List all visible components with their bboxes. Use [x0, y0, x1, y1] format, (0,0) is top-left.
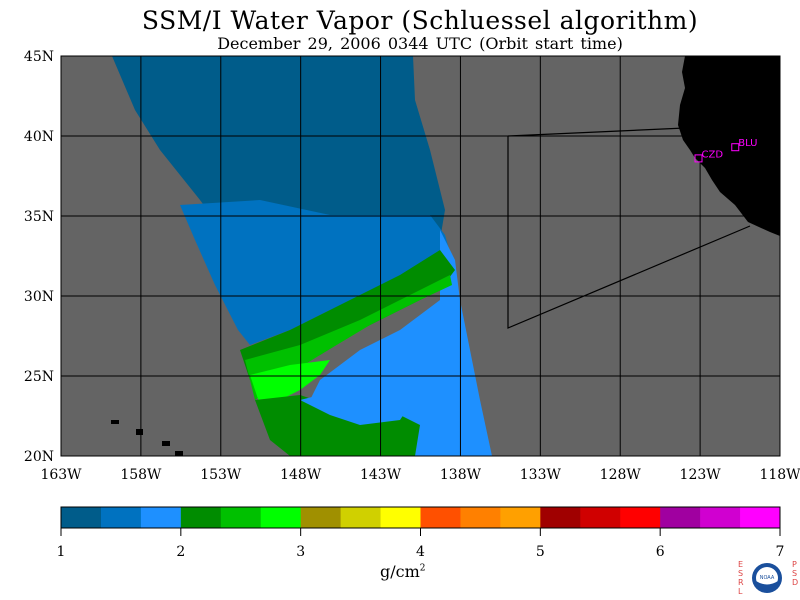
- station-marker: [694, 154, 703, 163]
- colorbar-box: [340, 507, 382, 528]
- lon-label: 118W: [759, 467, 800, 483]
- lon-label: 128W: [600, 467, 642, 483]
- colorbar-units: g/cm2: [380, 562, 426, 581]
- colorbar-box: [580, 507, 621, 528]
- lon-label: 153W: [200, 467, 242, 483]
- colorbar-box: [740, 507, 781, 528]
- swath-green-south: [255, 395, 420, 456]
- colorbar-tick-label: 1: [57, 544, 66, 560]
- lon-label: 158W: [120, 467, 162, 483]
- colorbar-tick-label: 5: [536, 544, 545, 560]
- hawaii-islands: [111, 420, 183, 456]
- domain-outline: [507, 136, 751, 329]
- station-label: CZD: [702, 149, 724, 160]
- domain-outline-top: [507, 127, 686, 137]
- colorbar-ticks: 1 2 3 4 5 6 7: [57, 528, 785, 560]
- lat-lon-grid: [61, 56, 780, 456]
- lat-label: 35N: [24, 209, 54, 225]
- longitude-labels: 163W 158W 153W 148W 143W 138W 133W 128W 123W 118W: [40, 467, 800, 483]
- map-subtitle: December 29, 2006 0344 UTC (Orbit start …: [217, 34, 623, 53]
- colorbar-tick-label: 3: [296, 544, 305, 560]
- colorbar-tick-label: 2: [176, 544, 185, 560]
- lon-label: 143W: [360, 467, 402, 483]
- colorbar-box: [100, 507, 142, 528]
- colorbar-box: [660, 507, 701, 528]
- swath-lime-patch: [250, 360, 330, 405]
- north-america-land: [678, 56, 780, 236]
- station-marker: [731, 143, 740, 152]
- lon-label: 138W: [440, 467, 482, 483]
- colorbar-box: [380, 507, 421, 528]
- swath-mid-blue: [180, 200, 455, 345]
- lon-label: 123W: [680, 467, 722, 483]
- lat-label: 30N: [24, 289, 54, 305]
- map-frame: [60, 55, 781, 457]
- colorbar-box: [420, 507, 461, 528]
- lat-label: 20N: [24, 449, 54, 465]
- colorbar-tick-label: 4: [416, 544, 425, 560]
- colorbar-box: [700, 507, 741, 528]
- colorbar-boxes: [61, 507, 781, 528]
- lon-label: 163W: [40, 467, 82, 483]
- colorbar-box: [500, 507, 541, 528]
- lat-label: 45N: [24, 49, 54, 65]
- colorbar-box: [61, 507, 102, 528]
- colorbar-box: [140, 507, 182, 528]
- colorbar-box: [460, 507, 501, 528]
- colorbar: 1 2 3 4 5 6 7: [57, 506, 785, 560]
- map-title: SSM/I Water Vapor (Schluessel algorithm): [141, 6, 699, 35]
- logo-noaa-text: NOAA: [760, 575, 775, 581]
- colorbar-tick-label: 6: [656, 544, 665, 560]
- station-label: BLU: [738, 138, 757, 149]
- colorbar-box: [620, 507, 661, 528]
- colorbar-tick-label: 7: [776, 544, 785, 560]
- colorbar-box: [180, 507, 222, 528]
- colorbar-box: [260, 507, 302, 528]
- lon-label: 148W: [280, 467, 322, 483]
- station-markers: CZD BLU: [694, 138, 758, 163]
- colorbar-box: [300, 507, 342, 528]
- lon-label: 133W: [520, 467, 562, 483]
- lat-label: 40N: [24, 129, 54, 145]
- colorbar-box: [540, 507, 581, 528]
- lat-label: 25N: [24, 369, 54, 385]
- water-vapor-map: CZD BLU 45N 40N 35N 30N 25N 20N 163W 158W 153W 14…: [24, 49, 800, 483]
- swath-blue-south: [300, 390, 410, 425]
- latitude-labels: 45N 40N 35N 30N 25N 20N: [24, 49, 54, 465]
- colorbar-box: [220, 507, 262, 528]
